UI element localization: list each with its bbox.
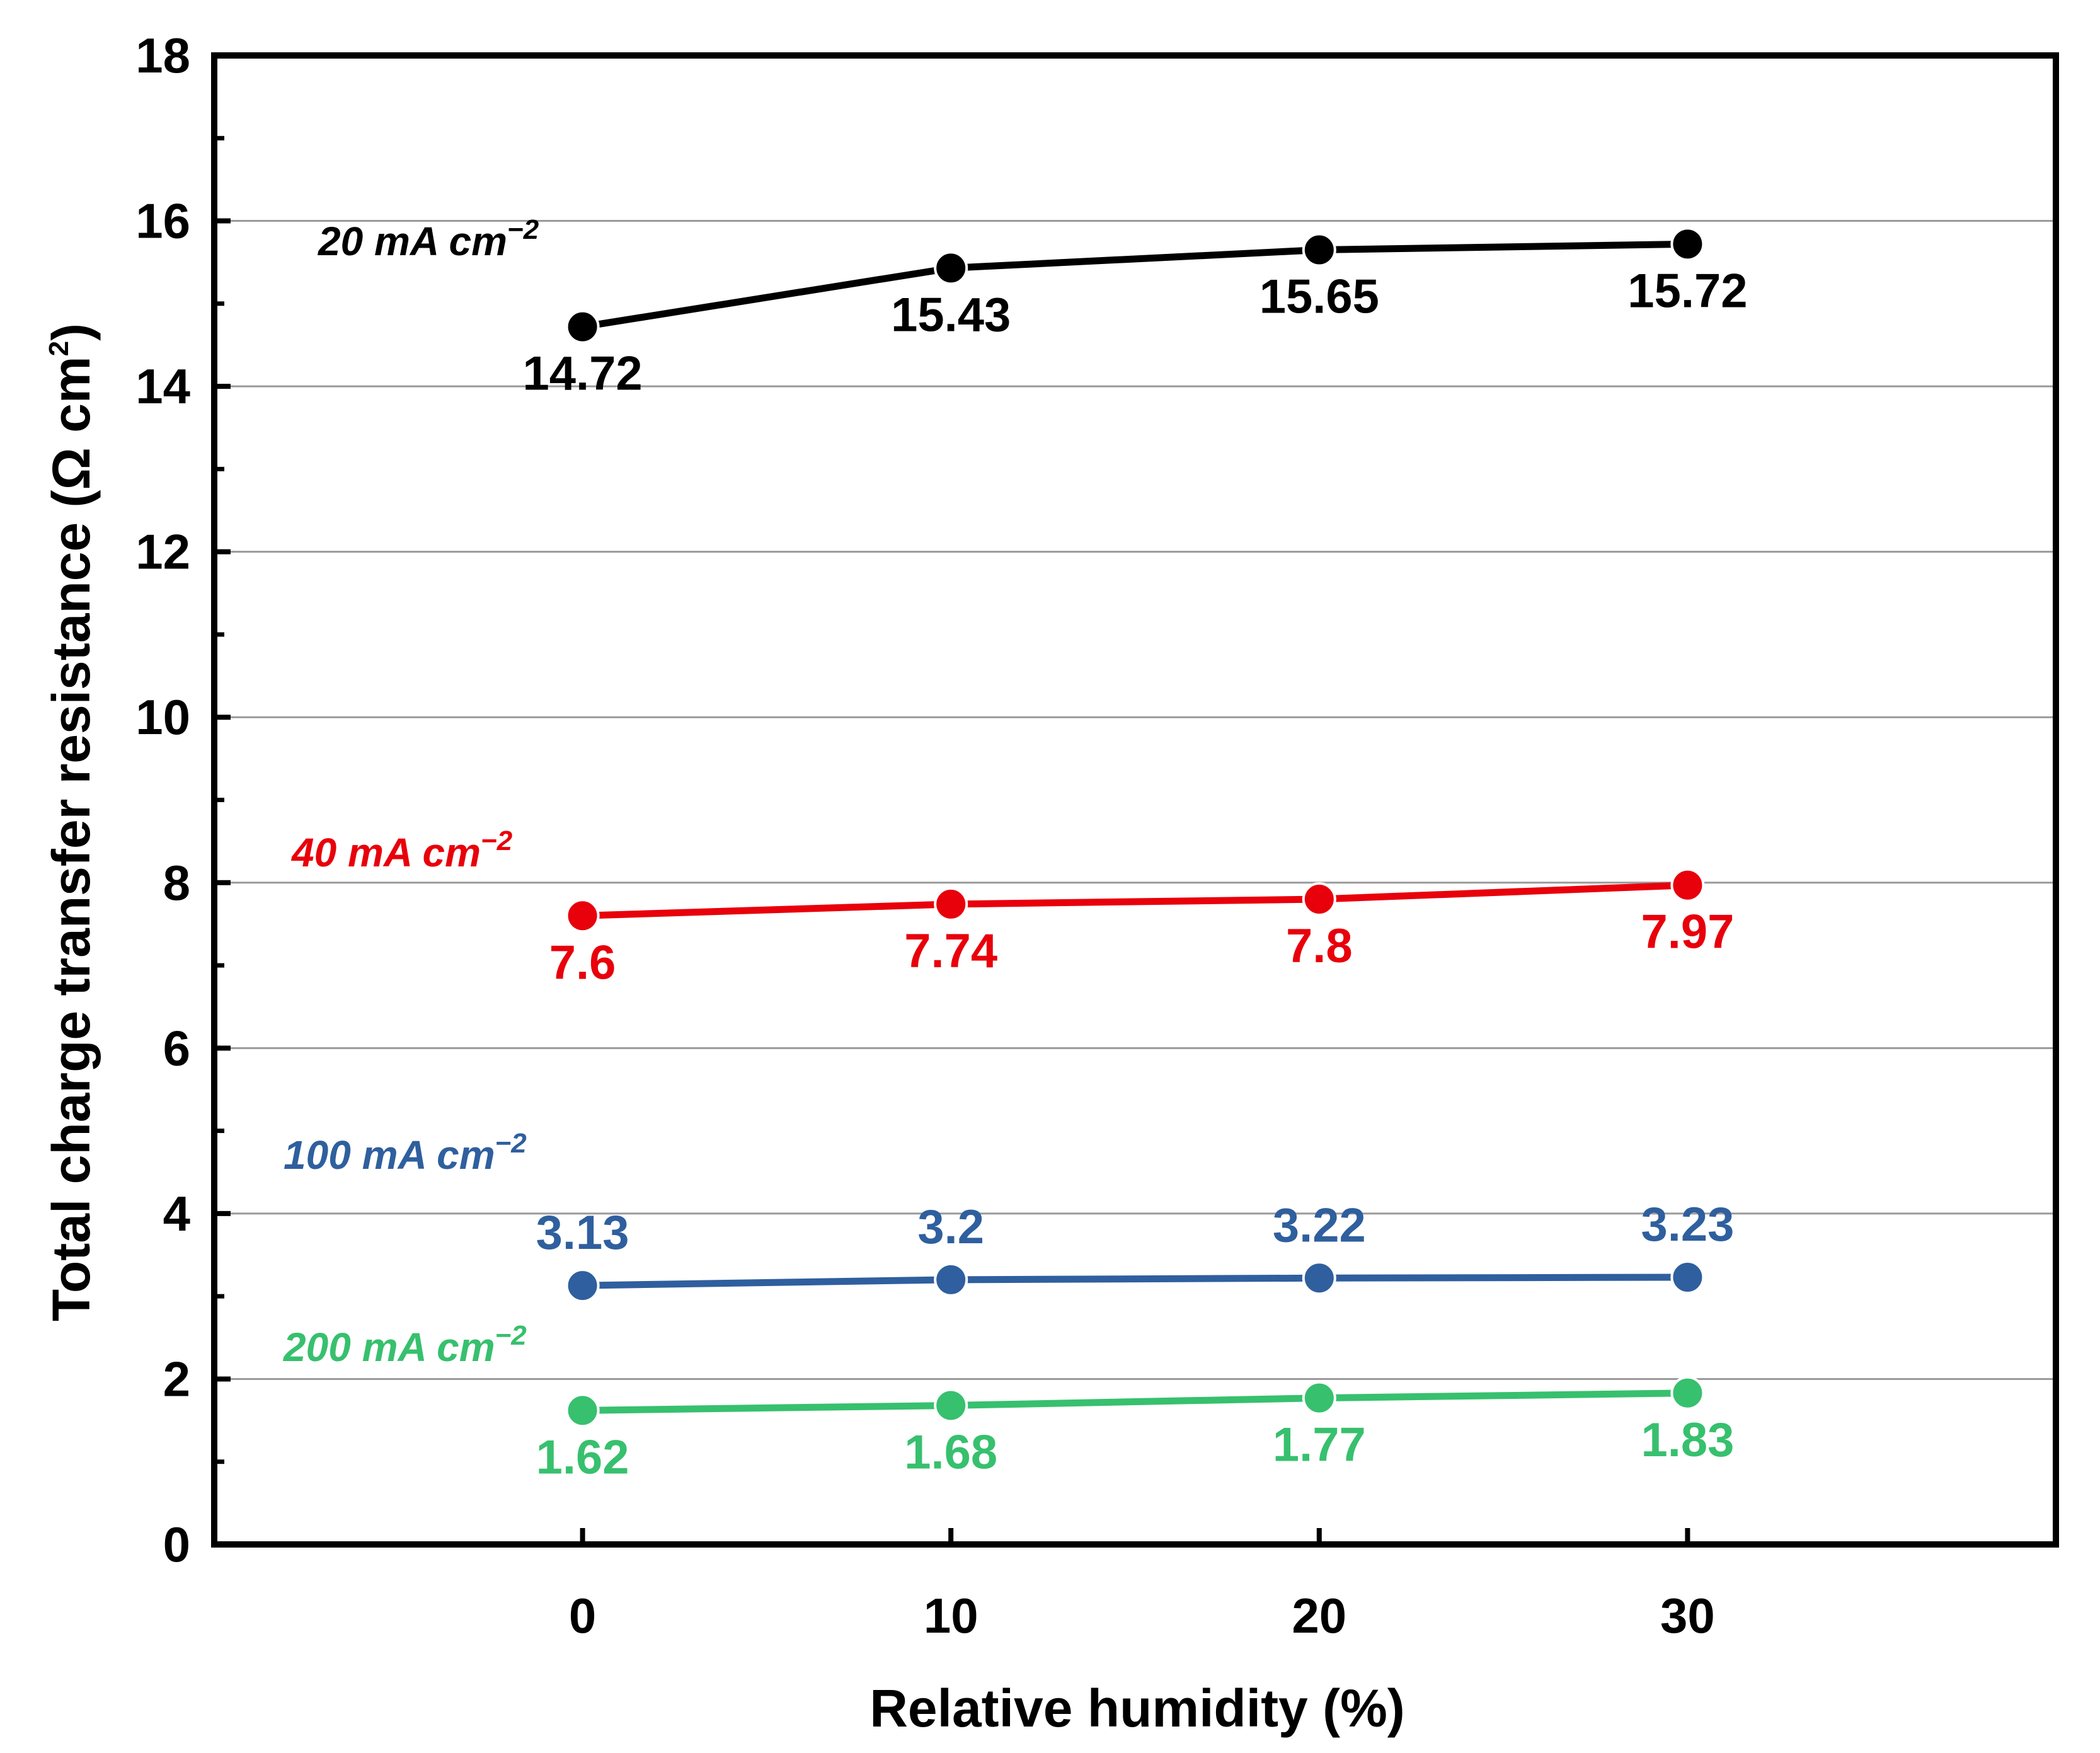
series-line [579,1389,1691,1414]
data-point [565,1268,600,1303]
x-tick-label: 20 [1292,1588,1346,1643]
x-tick-label: 30 [1660,1588,1715,1643]
data-label: 15.65 [1259,270,1379,324]
series-line [579,882,1691,919]
series-name-label: 100 mA cm−2 [284,1128,527,1178]
series-group: 14.72 15.43 15.65 15.72 20 mA cm−2 [318,214,1747,401]
y-tick-label: 2 [163,1351,190,1406]
data-label: 1.62 [536,1430,629,1484]
data-point [934,887,968,921]
axes: 0 2 4 6 8 10 12 14 16 18 0 10 20 30 [135,28,1715,1643]
data-label: 1.77 [1273,1418,1366,1472]
series-name-sup: −2 [495,1320,527,1351]
y-tick-label: 10 [135,689,190,745]
x-tick-label: 10 [924,1588,978,1643]
series-name-label: 20 mA cm−2 [318,214,539,264]
data-label: 3.2 [917,1200,984,1254]
data-point [1302,1381,1336,1415]
y-tick-label: 12 [135,524,190,580]
data-label: 7.97 [1641,905,1734,959]
y-axis-title-main: Total charge transfer resistance (Ω cm [42,356,101,1321]
data-point [1302,233,1336,267]
series-name-label: 40 mA cm−2 [290,825,513,875]
series-name-text: 100 mA cm [284,1132,495,1178]
data-label: 1.68 [904,1425,997,1479]
y-tick-label: 0 [163,1517,190,1572]
y-tick-label: 16 [135,193,190,249]
data-label: 7.6 [549,936,616,989]
series-group: 1.62 1.68 1.77 1.83 200 mA cm−2 [283,1320,1734,1484]
data-label: 7.8 [1286,919,1353,973]
data-point [1670,1376,1705,1410]
series-name-text: 200 mA cm [283,1325,495,1370]
data-point [934,1262,968,1297]
y-tick-label: 6 [163,1020,190,1076]
series-name-text: 20 mA cm [318,219,507,264]
y-tick-label: 14 [135,359,190,414]
data-label: 14.72 [523,347,643,401]
series-name-sup: −2 [507,214,539,245]
data-label: 3.22 [1273,1198,1366,1252]
x-axis-title: Relative humidity (%) [869,1679,1404,1738]
y-axis-title-close: ) [42,323,101,341]
data-label: 1.83 [1641,1413,1734,1467]
data-label: 3.23 [1641,1198,1734,1251]
data-point [1302,1261,1336,1296]
data-point [934,1388,968,1423]
y-tick-label: 8 [163,855,190,911]
data-point [565,899,600,933]
series-group: 7.6 7.74 7.8 7.97 40 mA cm−2 [290,825,1734,989]
series-name-sup: −2 [481,825,513,856]
series-name-text: 40 mA cm [290,830,481,875]
data-point [1302,882,1336,917]
data-point [934,251,968,285]
y-tick-label: 18 [135,28,190,83]
data-label: 15.72 [1627,264,1747,318]
data-label: 3.13 [536,1206,629,1260]
series-name-label: 200 mA cm−2 [283,1320,527,1370]
data-label: 15.43 [891,288,1011,342]
data-point [1670,868,1705,902]
series-line [579,1273,1691,1289]
data-point [565,309,600,344]
data-point [1670,227,1705,262]
data-point [1670,1260,1705,1294]
y-axis-title-sup: 2 [43,341,74,356]
series-line [579,240,1691,331]
y-tick-label: 4 [163,1186,190,1241]
gridlines [214,220,2056,1380]
series-name-sup: −2 [495,1128,527,1159]
x-tick-label: 0 [569,1588,596,1643]
series-group: 3.13 3.2 3.22 3.23 100 mA cm−2 [284,1128,1734,1303]
data-label: 7.74 [904,924,997,978]
data-point [565,1393,600,1428]
y-axis-title: Total charge transfer resistance (Ω cm2) [42,323,101,1321]
